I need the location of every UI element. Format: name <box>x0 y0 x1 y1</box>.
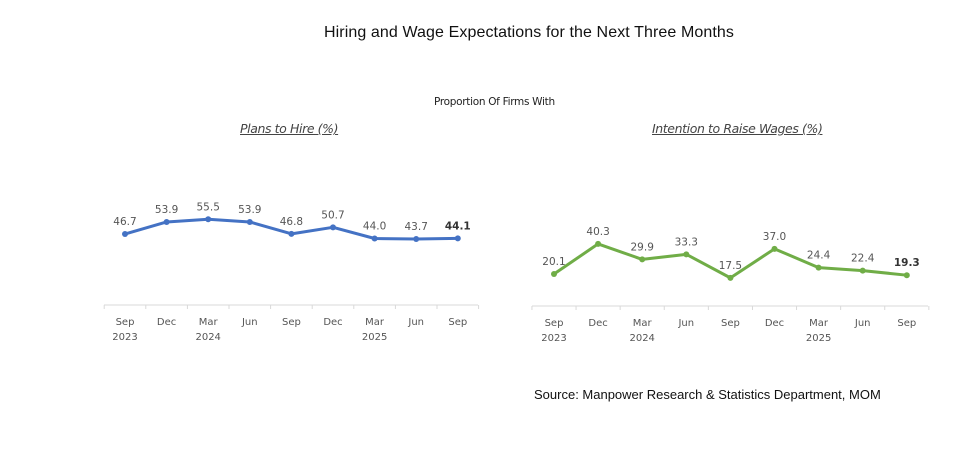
x-tick-label: Mar <box>199 317 219 328</box>
data-point-marker <box>163 218 170 225</box>
x-tick-label: Sep <box>116 317 135 328</box>
data-point-marker <box>122 231 128 237</box>
x-tick-label: Jun <box>407 317 424 328</box>
source-note: Source: Manpower Research & Statistics D… <box>534 387 881 402</box>
x-tick-year-label: 2024 <box>629 333 654 344</box>
x-tick-label: Sep <box>545 318 564 329</box>
data-label: 40.3 <box>586 226 609 238</box>
x-tick-label: Dec <box>323 317 342 328</box>
hire-line-chart: 46.7 Sep 2023 53.9 Dec 55.5 Mar 2024 53.9 Jun 46.8… <box>103 201 480 343</box>
data-point-marker <box>413 236 420 243</box>
data-label: 17.5 <box>719 260 742 272</box>
x-tick-year-label: 2023 <box>112 332 137 343</box>
main-title: Hiring and Wage Expectations for the Nex… <box>323 24 735 41</box>
data-label: 33.3 <box>675 236 698 248</box>
wages-line-chart: 20.1 Sep 2023 40.3 Dec 29.9 Mar 2024 33.3 Jun 17.5… <box>531 226 930 344</box>
x-tick-label: Sep <box>721 318 740 329</box>
x-tick-label: Jun <box>677 318 694 329</box>
data-label: 37.0 <box>763 231 786 243</box>
data-point-marker <box>205 216 212 223</box>
x-tick-label: Jun <box>241 317 258 328</box>
x-tick-label: Mar <box>365 317 385 328</box>
x-tick-label: Dec <box>588 318 607 329</box>
data-point-marker <box>771 245 778 252</box>
data-label: 29.9 <box>631 241 654 253</box>
data-label: 53.9 <box>238 204 261 216</box>
wages-chart-title: Intention to Raise Wages (%) <box>652 121 823 136</box>
data-point-marker <box>595 240 602 247</box>
data-point-marker <box>454 235 461 242</box>
x-tick-year-label: 2023 <box>541 333 566 344</box>
data-label: 55.5 <box>197 201 220 213</box>
x-tick-label: Sep <box>448 317 467 328</box>
data-point-marker <box>246 218 253 225</box>
subtitle: Proportion Of Firms With <box>434 96 555 108</box>
data-point-marker <box>683 251 690 258</box>
data-label: 44.1 <box>445 220 471 232</box>
x-tick-label: Dec <box>157 317 176 328</box>
data-label: 44.0 <box>363 221 386 233</box>
x-tick-year-label: 2025 <box>362 332 387 343</box>
x-tick-year-label: 2024 <box>195 332 220 343</box>
data-label: 24.4 <box>807 250 831 262</box>
data-point-marker <box>551 271 557 277</box>
data-label: 20.1 <box>542 256 565 268</box>
data-point-marker <box>639 256 646 263</box>
data-point-marker <box>727 274 734 281</box>
data-label: 43.7 <box>405 221 428 233</box>
x-tick-label: Dec <box>765 318 784 329</box>
data-point-marker <box>859 267 866 274</box>
data-point-marker <box>288 230 295 237</box>
data-label: 19.3 <box>894 257 920 269</box>
x-tick-label: Sep <box>897 318 916 329</box>
hire-chart-title: Plans to Hire (%) <box>240 121 339 136</box>
data-label: 46.8 <box>280 216 303 228</box>
x-tick-label: Jun <box>854 318 871 329</box>
data-label: 22.4 <box>851 253 875 265</box>
data-point-marker <box>371 235 378 242</box>
data-label: 53.9 <box>155 204 178 216</box>
x-tick-label: Sep <box>282 317 301 328</box>
data-point-marker <box>815 264 822 271</box>
data-point-marker <box>330 224 336 231</box>
data-label: 46.7 <box>113 216 136 228</box>
x-tick-year-label: 2025 <box>806 333 831 344</box>
x-tick-label: Mar <box>633 318 653 329</box>
x-tick-label: Mar <box>809 318 829 329</box>
data-label: 50.7 <box>321 209 344 221</box>
data-point-marker <box>903 272 910 279</box>
